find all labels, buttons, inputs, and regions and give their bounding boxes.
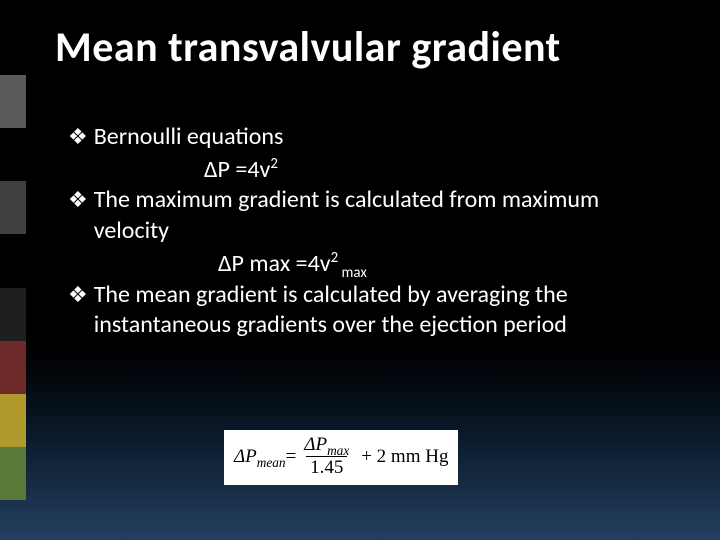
eq-tail: + 2 mm Hg [361, 446, 448, 468]
accent-bar [0, 128, 26, 181]
bullet-item: ❖ The maximum gradient is calculated fro… [68, 185, 670, 246]
accent-bar [0, 288, 26, 341]
formula-sub: max [338, 263, 367, 281]
formula-text: ΔP =4v [204, 155, 270, 184]
eq-denominator: 1.45 [306, 456, 347, 479]
accent-bar [0, 447, 26, 500]
slide: Mean transvalvular gradient ❖ Bernoulli … [0, 0, 720, 540]
eq-lhs-sub: mean [257, 454, 286, 469]
accent-bar [0, 341, 26, 394]
accent-bar [0, 234, 26, 287]
eq-numerator: ΔPmax [300, 434, 353, 456]
bullet-item: ❖ The mean gradient is calculated by ave… [68, 280, 670, 341]
bullet-icon: ❖ [68, 280, 88, 341]
eq-fraction: ΔPmax 1.45 [300, 434, 353, 479]
formula-text: ΔP max =4v [218, 249, 331, 278]
accent-bar [0, 394, 26, 447]
formula-sup: 2 [270, 154, 278, 172]
formula-line: ΔP max =4v2 max [218, 249, 670, 280]
bullet-text: Bernoulli equations [94, 122, 670, 153]
bullet-text: The mean gradient is calculated by avera… [94, 280, 670, 341]
equation-image: ΔPmean = ΔPmax 1.45 + 2 mm Hg [224, 430, 458, 485]
formula-sup: 2 [331, 248, 339, 266]
slide-title: Mean transvalvular gradient [55, 22, 561, 73]
bullet-icon: ❖ [68, 185, 88, 246]
eq-lhs: ΔPmean [234, 446, 286, 468]
accent-bar [0, 181, 26, 234]
eq-lhs-sym: ΔP [234, 446, 257, 467]
slide-body: ❖ Bernoulli equations ΔP =4v2 ❖ The maxi… [68, 122, 670, 343]
bullet-item: ❖ Bernoulli equations [68, 122, 670, 153]
formula-line: ΔP =4v2 [204, 155, 670, 186]
left-accent-bars [0, 75, 26, 500]
bullet-text: The maximum gradient is calculated from … [94, 185, 670, 246]
eq-num-sym: ΔP [304, 434, 327, 455]
eq-equals: = [286, 446, 297, 468]
bullet-icon: ❖ [68, 122, 88, 153]
accent-bar [0, 75, 26, 128]
